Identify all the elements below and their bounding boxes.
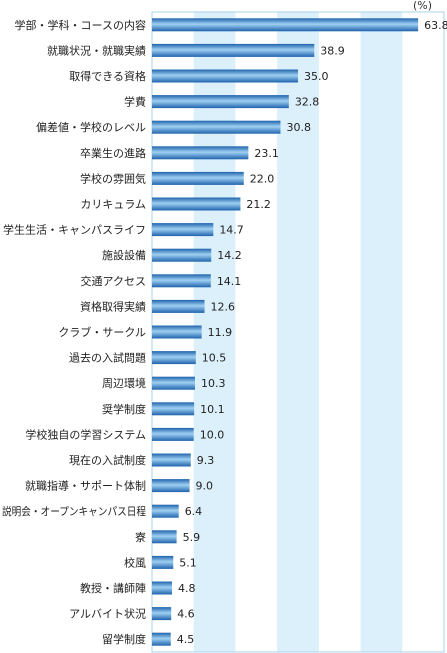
- bar: [152, 69, 298, 83]
- category-label: 就職指導・サポート体制: [25, 479, 146, 493]
- category-label: クラブ・サークル: [58, 325, 146, 339]
- value-label: 14.7: [219, 224, 244, 237]
- value-label: 63.8: [424, 19, 447, 32]
- category-label: 資格取得実績: [80, 299, 146, 313]
- category-label: 偏差値・学校のレベル: [36, 120, 146, 134]
- bar: [152, 95, 289, 109]
- category-label: 奨学制度: [102, 402, 146, 416]
- bar: [152, 18, 419, 32]
- bar: [152, 632, 171, 646]
- value-label: 10.3: [201, 377, 226, 390]
- category-label: 現在の入試制度: [69, 453, 146, 467]
- category-label: 学生生活・キャンパスライフ: [3, 223, 146, 237]
- bar: [152, 248, 212, 262]
- value-label: 14.1: [217, 275, 242, 288]
- bar: [152, 376, 195, 390]
- category-label: 周辺環境: [102, 376, 146, 390]
- category-label: 学校独自の学習システム: [25, 427, 146, 441]
- category-label: 過去の入試問題: [69, 351, 146, 365]
- value-label: 23.1: [254, 147, 278, 160]
- category-label: カリキュラム: [80, 198, 146, 211]
- unit-label: (%): [413, 0, 432, 12]
- value-label: 4.8: [178, 582, 196, 595]
- category-label: 校風: [124, 555, 146, 569]
- category-label: 学費: [124, 95, 146, 109]
- bar: [152, 402, 195, 416]
- category-label: 学部・学科・コースの内容: [15, 18, 146, 32]
- value-label: 14.2: [217, 249, 242, 262]
- value-label: 5.9: [183, 531, 201, 544]
- value-label: 35.0: [304, 70, 329, 83]
- value-label: 32.8: [295, 96, 320, 109]
- value-label: 10.1: [200, 403, 225, 416]
- value-label: 5.1: [179, 556, 197, 569]
- category-label: 教授・講師陣: [80, 581, 146, 595]
- category-label: 施設設備: [102, 248, 146, 262]
- value-label: 30.8: [286, 121, 311, 134]
- value-label: 12.6: [211, 300, 236, 313]
- category-label: 学校の雰囲気: [80, 171, 146, 185]
- category-label: 説明会・オープンキャンパス日程: [2, 504, 146, 518]
- category-label: 就職状況・就職実績: [47, 43, 146, 57]
- bar: [152, 607, 172, 621]
- bar: [152, 453, 191, 467]
- bar: [152, 223, 214, 237]
- bar: [152, 43, 315, 57]
- bars: 学部・学科・コースの内容 63.8 就職状況・就職実績 38.9 取得できる資格 35.0…: [2, 18, 447, 646]
- value-label: 9.3: [197, 454, 215, 467]
- bar: [152, 504, 179, 518]
- category-label: アルバイト状況: [69, 607, 146, 621]
- value-label: 4.5: [177, 633, 195, 646]
- bar: [152, 555, 174, 569]
- category-label: 交通アクセス: [81, 274, 146, 288]
- bar: [152, 171, 244, 185]
- bar: [152, 274, 211, 288]
- value-label: 22.0: [250, 172, 275, 185]
- value-label: 4.6: [177, 608, 195, 621]
- bar: [152, 427, 194, 441]
- bar: [152, 581, 173, 595]
- value-label: 9.0: [196, 480, 214, 493]
- grid-stripes: [193, 12, 403, 652]
- grid-stripe: [277, 12, 319, 652]
- value-label: 6.4: [185, 505, 203, 518]
- value-label: 21.2: [246, 198, 270, 211]
- category-label: 留学制度: [102, 632, 146, 646]
- bar: [152, 530, 177, 544]
- bar: [152, 351, 196, 365]
- value-label: 11.9: [208, 326, 233, 339]
- category-label: 寮: [135, 530, 146, 544]
- bar: [152, 197, 241, 211]
- bar: [152, 299, 205, 313]
- bar: [152, 146, 249, 160]
- value-label: 38.9: [320, 44, 345, 57]
- category-label: 取得できる資格: [69, 69, 146, 83]
- bar: [152, 479, 190, 493]
- value-label: 10.5: [202, 352, 227, 365]
- category-label: 卒業生の進路: [80, 146, 146, 160]
- bar: [152, 325, 202, 339]
- grid-stripe: [360, 12, 403, 652]
- value-label: 10.0: [200, 428, 225, 441]
- bar: [152, 120, 281, 134]
